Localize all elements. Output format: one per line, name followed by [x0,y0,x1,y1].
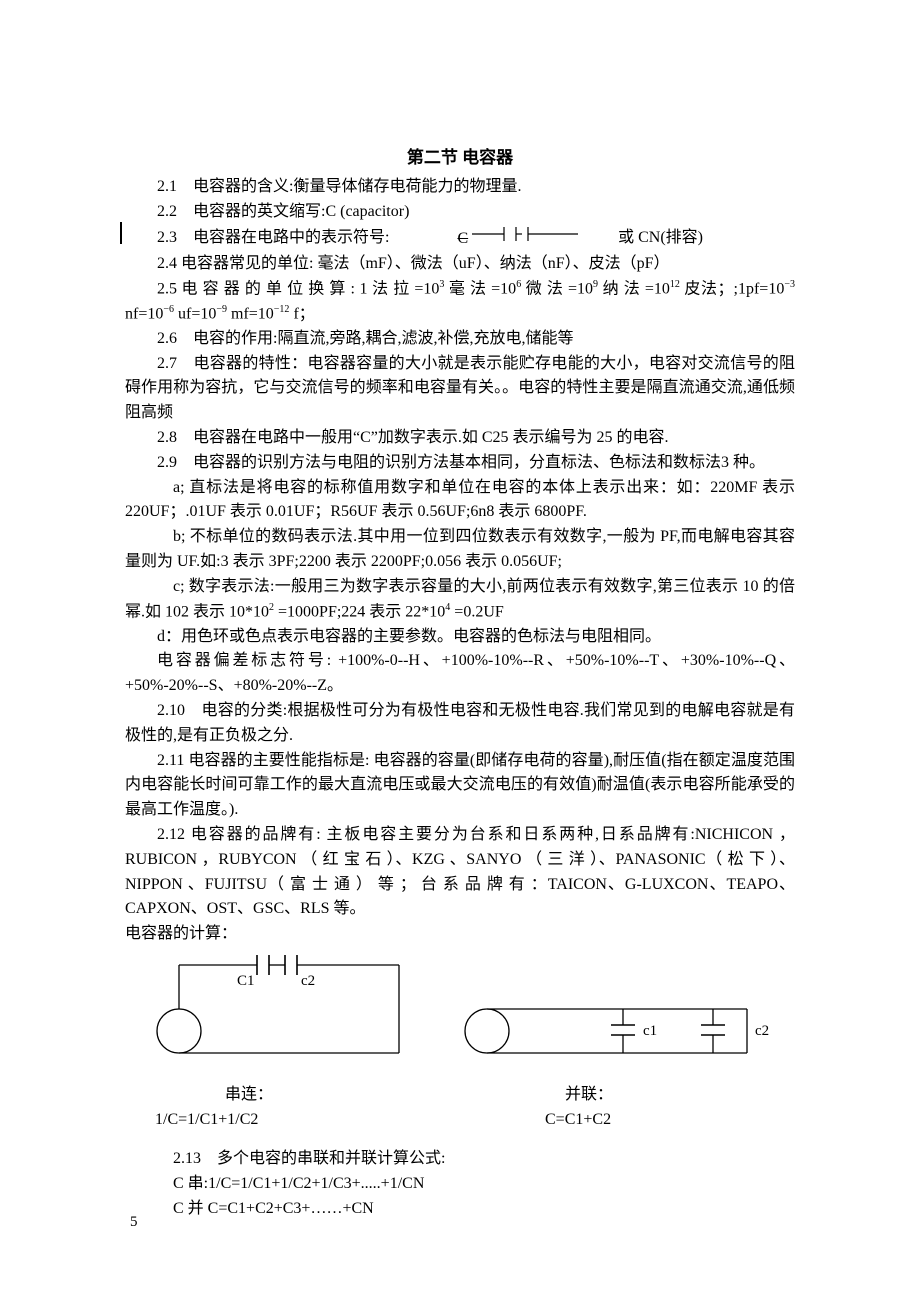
line-2-4: 2.4 电容器常见的单位: 毫法（mF）、微法（uF）、纳法（nF）、皮法（pF… [125,252,795,277]
line-2-7: 2.7 电容器的特性：电容器容量的大小就是表示能贮存电能的大小，电容对交流信号的… [125,352,795,426]
parallel-block: 并联： [565,1083,613,1108]
parallel-circuit-icon: c1 c2 [465,973,785,1093]
parallel-c1-label: c1 [643,1023,657,1039]
line-calc: 电容器的计算： [125,922,795,947]
line-2-10: 2.10 电容的分类:根据极性可分为有极性电容和无极性电容.我们常见到的电解电容… [125,699,795,749]
line-2-12: 2.12 电容器的品牌有: 主板电容主要分为台系和日系两种,日系品牌有:NICH… [125,823,795,922]
line-a: a; 直标法是将电容的标称值用数字和单位在电容的本体上表示出来：如：220MF … [125,476,795,526]
line-2-1: 2.1 电容器的含义:衡量导体储存电荷能力的物理量. [125,175,795,200]
page-number: 5 [130,1211,138,1234]
series-block: 串连： [225,1083,273,1108]
line-tolerance: 电容器偏差标志符号: +100%-0--H、+100%-10%--R、+50%-… [125,649,795,699]
document-page: 第二节 电容器 2.1 电容器的含义:衡量导体储存电荷能力的物理量. 2.2 电… [0,0,920,1302]
text-cursor [120,222,122,244]
line-b: b; 不标单位的数码表示法.其中用一位到四位数表示有效数字,一般为 PF,而电解… [125,525,795,575]
line-2-6: 2.6 电容的作用:隔直流,旁路,耦合,滤波,补偿,充放电,储能等 [125,327,795,352]
line-2-9: 2.9 电容器的识别方法与电阻的识别方法基本相同，分直标法、色标法和数标法3 种… [125,451,795,476]
line-2-5: 2.5 电 容 器 的 单 位 换 算 : 1 法 拉 =103 毫 法 =10… [125,277,795,327]
series-c2-label: c2 [301,973,315,989]
line-d: d：用色环或色点表示电容器的主要参数。电容器的色标法与电阻相同。 [125,625,795,650]
circuit-diagrams: C1 c2 c1 c2 串连： [125,953,795,1153]
line-2-8: 2.8 电容器在电路中一般用“C”加数字表示.如 C25 表示编号为 25 的电… [125,426,795,451]
series-formula: 1/C=1/C1+1/C2 [155,1108,258,1133]
parallel-formula: C=C1+C2 [545,1108,611,1133]
parallel-title: 并联： [565,1083,613,1108]
series-title: 串连： [225,1083,273,1108]
line-2-3-a: 2.3 电容器在电路中的表示符号: [157,229,421,246]
formula-block: 2.13 多个电容的串联和并联计算公式: C 串:1/C=1/C1+1/C2+1… [125,1147,795,1221]
capacitor-symbol-inline: C [425,225,582,252]
line-2-2: 2.2 电容器的英文缩写:C (capacitor) [125,200,795,225]
line-parallel-formula: C 并 C=C1+C2+C3+……+CN [125,1197,795,1222]
series-circuit-icon: C1 c2 [155,953,435,1073]
line-c: c; 数字表示法:一般用三为数字表示容量的大小,前两位表示有效数字,第三位表示 … [125,575,795,625]
series-c1-label: C1 [237,973,255,989]
line-series-formula: C 串:1/C=1/C1+1/C2+1/C3+.....+1/CN [125,1172,795,1197]
parallel-c2-label: c2 [755,1023,769,1039]
cap-letter: C [457,230,468,247]
section-title: 第二节 电容器 [125,145,795,171]
capacitor-symbol-icon [472,225,582,243]
line-2-3-b: 或 CN(排容) [586,229,703,246]
line-2-3: 2.3 电容器在电路中的表示符号: C 或 CN(排容) [125,225,795,252]
line-2-11: 2.11 电容器的主要性能指标是: 电容器的容量(即储存电荷的容量),耐压值(指… [125,749,795,823]
